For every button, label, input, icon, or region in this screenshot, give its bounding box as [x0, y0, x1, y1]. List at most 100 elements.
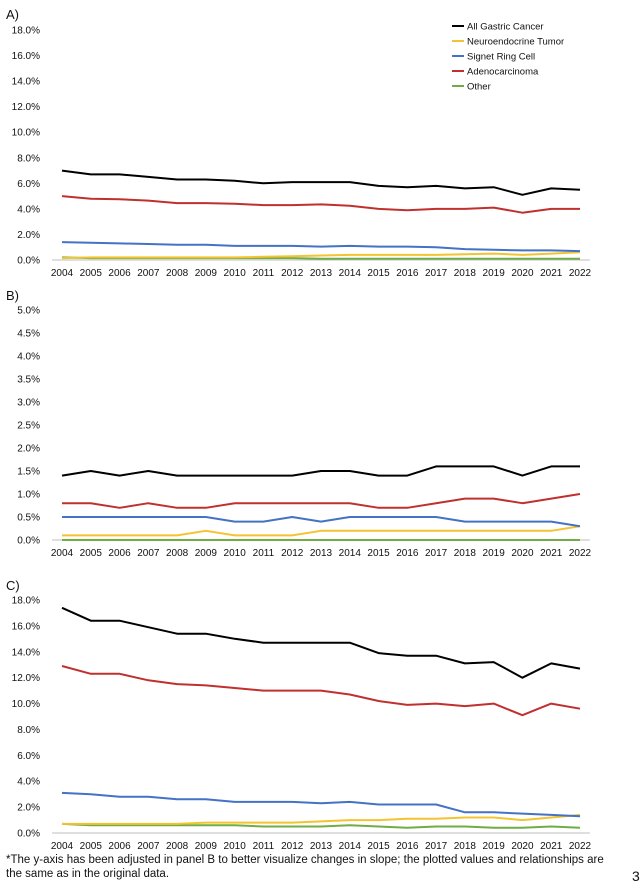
- x-tick-label: 2007: [137, 841, 160, 852]
- y-tick-label: 0.0%: [17, 536, 40, 547]
- x-tick-label: 2019: [483, 548, 506, 559]
- x-tick-label: 2021: [540, 548, 563, 559]
- y-tick-label: 4.5%: [17, 329, 40, 340]
- x-tick-label: 2014: [339, 268, 362, 279]
- x-tick-label: 2018: [454, 268, 477, 279]
- legend-entry: Neuroendocrine Tumor: [467, 37, 564, 48]
- y-tick-label: 5.0%: [17, 306, 40, 317]
- y-tick-label: 4.0%: [17, 204, 40, 215]
- x-tick-label: 2010: [224, 548, 247, 559]
- x-tick-label: 2013: [310, 841, 333, 852]
- x-tick-label: 2011: [253, 268, 275, 279]
- y-tick-label: 18.0%: [12, 596, 40, 607]
- series-line-3: [61, 791, 581, 818]
- legend-entry: Adenocarcinoma: [467, 67, 539, 78]
- x-tick-label: 2017: [425, 268, 448, 279]
- x-tick-label: 2005: [80, 548, 103, 559]
- y-tick-label: 10.0%: [12, 128, 40, 139]
- y-tick-label: 2.0%: [17, 803, 40, 814]
- y-tick-label: 2.5%: [17, 421, 40, 432]
- y-tick-label: 6.0%: [17, 751, 40, 762]
- x-tick-label: 2008: [166, 548, 189, 559]
- y-tick-label: 16.0%: [12, 621, 40, 632]
- x-tick-label: 2007: [137, 268, 160, 279]
- y-tick-label: 18.0%: [12, 26, 40, 37]
- y-tick-label: 2.0%: [17, 444, 40, 455]
- legend-entry: Other: [467, 82, 491, 93]
- series-line-4: [61, 665, 581, 717]
- panel-2: B) 0.0% 0.5% 1.0% 1.5% 2.0% 2.5% 3.0% 3.5% 4.0% 4.…: [6, 288, 592, 559]
- x-tick-label: 2015: [367, 841, 390, 852]
- y-tick-label: 4.0%: [17, 352, 40, 363]
- series-line-1: [61, 465, 580, 477]
- x-tick-label: 2009: [195, 268, 218, 279]
- x-tick-label: 2018: [454, 841, 477, 852]
- x-tick-label: 2010: [224, 841, 247, 852]
- x-tick-label: 2020: [511, 548, 534, 559]
- series-line-2: [62, 525, 581, 537]
- y-tick-label: 3.0%: [17, 398, 40, 409]
- x-tick-label: 2017: [425, 548, 448, 559]
- x-tick-label: 2013: [310, 268, 333, 279]
- y-tick-label: 16.0%: [12, 51, 40, 62]
- y-tick-label: 14.0%: [12, 77, 40, 88]
- x-tick-label: 2004: [51, 841, 74, 852]
- x-tick-label: 2008: [166, 841, 189, 852]
- series-line-3: [62, 516, 581, 528]
- figure-footnote: *The y-axis has been adjusted in panel B…: [6, 854, 604, 880]
- x-tick-label: 2004: [51, 548, 74, 559]
- x-tick-label: 2014: [339, 548, 362, 559]
- x-tick-label: 2017: [425, 841, 448, 852]
- x-tick-label: 2019: [483, 841, 506, 852]
- legend: All Gastric Cancer Neuroendocrine Tumor Si…: [452, 22, 564, 93]
- y-tick-label: 3.5%: [17, 375, 40, 386]
- x-tick-label: 2006: [108, 268, 131, 279]
- x-tick-label: 2020: [511, 268, 534, 279]
- x-tick-label: 2009: [195, 548, 218, 559]
- x-tick-label: 2012: [281, 841, 304, 852]
- x-tick-label: 2021: [540, 841, 563, 852]
- legend-entry: Signet Ring Cell: [467, 52, 535, 63]
- x-tick-label: 2011: [253, 841, 275, 852]
- series-line-2: [61, 251, 581, 260]
- x-tick-label: 2015: [367, 548, 390, 559]
- x-tick-label: 2010: [224, 268, 247, 279]
- y-tick-label: 6.0%: [17, 179, 40, 190]
- x-tick-label: 2011: [253, 548, 275, 559]
- panel-label: B): [6, 288, 19, 303]
- x-tick-label: 2018: [454, 548, 477, 559]
- x-tick-label: 2006: [108, 548, 131, 559]
- series-line-1: [61, 169, 581, 196]
- x-tick-label: 2005: [80, 841, 103, 852]
- y-tick-label: 0.0%: [17, 829, 40, 840]
- panel-1: A) 0.0% 2.0% 4.0% 6.0% 8.0% 10.0% 12.0% 14.0% 16.…: [6, 7, 592, 279]
- page-number: 3: [632, 868, 640, 884]
- series-line-3: [61, 241, 581, 253]
- x-tick-label: 2016: [396, 548, 419, 559]
- series-line-1: [61, 606, 581, 679]
- x-tick-label: 2012: [281, 548, 304, 559]
- x-tick-label: 2012: [281, 268, 304, 279]
- y-tick-label: 14.0%: [12, 647, 40, 658]
- x-tick-label: 2015: [367, 268, 390, 279]
- y-tick-label: 0.0%: [17, 256, 40, 267]
- panel-3: C) 0.0% 2.0% 4.0% 6.0% 8.0% 10.0% 12.0% 14.0% 16.…: [6, 578, 592, 852]
- series-line-4: [61, 195, 580, 214]
- y-tick-label: 4.0%: [17, 777, 40, 788]
- y-tick-label: 8.0%: [17, 153, 40, 164]
- panel-label: A): [6, 7, 19, 22]
- x-tick-label: 2019: [483, 268, 506, 279]
- x-tick-label: 2014: [339, 841, 362, 852]
- legend-entry: All Gastric Cancer: [467, 22, 544, 33]
- y-tick-label: 8.0%: [17, 725, 40, 736]
- panel-label: C): [6, 578, 20, 593]
- y-tick-label: 12.0%: [12, 102, 40, 113]
- x-tick-label: 2006: [108, 841, 131, 852]
- x-tick-label: 2005: [80, 268, 103, 279]
- series-line-2: [62, 813, 581, 825]
- x-tick-label: 2016: [396, 268, 419, 279]
- x-tick-label: 2016: [396, 841, 419, 852]
- y-tick-label: 2.0%: [17, 230, 40, 241]
- series-line-4: [62, 493, 581, 509]
